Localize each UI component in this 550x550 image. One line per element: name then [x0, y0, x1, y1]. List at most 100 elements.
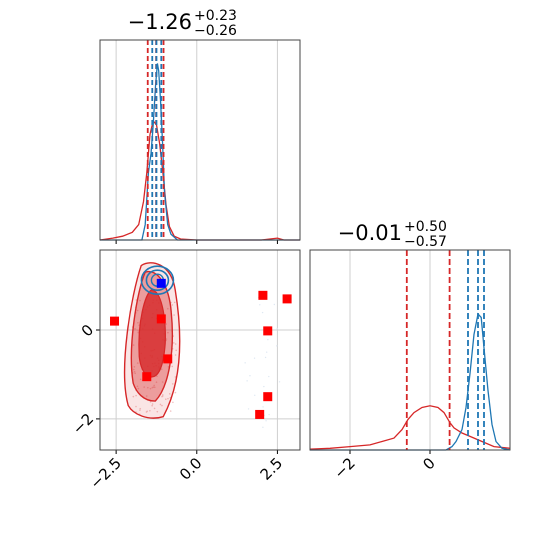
y-tick-label: −2 — [69, 410, 97, 438]
sample-point — [149, 387, 152, 390]
sample-point — [253, 357, 256, 359]
sample-point — [139, 409, 141, 411]
x-tick-label: 0.0 — [176, 454, 206, 484]
x-tick-label: 2.5 — [257, 454, 287, 484]
sample-point — [145, 395, 148, 397]
sample-point — [267, 338, 269, 341]
bottom-left-scatter-panel: −2.5 0.0 2.5 −2 0 — [69, 249, 301, 493]
sample-point — [152, 386, 155, 388]
sample-point — [133, 371, 136, 373]
sample-point — [171, 383, 174, 385]
sample-point — [149, 401, 152, 403]
sample-point — [262, 406, 264, 408]
sample-point — [167, 331, 169, 334]
histogram-blue-series — [310, 312, 511, 451]
sample-point — [172, 401, 174, 404]
sample-point — [264, 356, 267, 359]
title-lower-error: −0.57 — [404, 234, 447, 250]
title-upper-error: +0.23 — [194, 8, 237, 24]
panel-frame — [99, 249, 301, 451]
sample-point — [134, 327, 136, 330]
sample-point — [263, 385, 265, 388]
panel-frame — [309, 249, 511, 451]
bottom-right-histogram-panel: −2 0 — [309, 249, 511, 482]
sample-point — [146, 410, 148, 413]
sample-point — [153, 407, 156, 410]
sample-point — [165, 338, 168, 340]
title-value: −0.01 — [338, 221, 402, 245]
sample-point — [156, 375, 158, 378]
y-tick-label: 0 — [78, 321, 97, 340]
sample-point — [278, 381, 281, 383]
sample-point — [171, 304, 174, 306]
sample-point — [161, 395, 163, 398]
sample-point — [175, 349, 177, 352]
sample-point — [174, 354, 177, 356]
sample-point — [174, 343, 177, 345]
blue-square-marker — [156, 278, 166, 288]
bottom-right-title: −0.01 +0.50−0.57 — [338, 219, 447, 250]
histogram-red-series — [309, 405, 511, 450]
sample-point — [161, 381, 164, 383]
sample-point — [136, 362, 139, 364]
red-square-marker — [142, 372, 152, 382]
red-square-marker — [258, 290, 268, 300]
panel-frame — [99, 39, 301, 241]
sample-point — [165, 323, 167, 325]
red-square-marker — [263, 326, 273, 336]
sample-point — [254, 394, 256, 396]
sample-point — [262, 426, 264, 428]
title-upper-error: +0.50 — [404, 219, 447, 235]
sample-point — [168, 393, 171, 395]
red-square-marker — [163, 354, 173, 364]
sample-point — [266, 351, 268, 353]
sample-point — [160, 368, 163, 371]
sample-point — [136, 309, 139, 312]
sample-point — [151, 403, 154, 405]
panel-titles: −1.26 +0.23−0.26 −0.01 +0.50−0.57 — [128, 8, 447, 250]
x-tick-label: 0 — [419, 454, 438, 473]
sample-point — [167, 397, 169, 400]
sample-point — [133, 368, 135, 371]
sample-point — [139, 378, 142, 381]
blue-contour-middle — [145, 269, 170, 292]
sample-point — [137, 321, 139, 324]
sample-point — [174, 391, 177, 394]
sample-point — [135, 394, 137, 397]
title-lower-error: −0.26 — [194, 23, 237, 39]
sample-point — [169, 410, 172, 412]
sample-point — [246, 380, 248, 382]
sample-point — [167, 307, 169, 310]
sample-point — [161, 404, 163, 407]
sample-point — [149, 409, 151, 412]
sample-point — [268, 375, 270, 378]
sample-point — [139, 407, 142, 410]
sample-point — [132, 344, 135, 346]
sample-point — [156, 410, 159, 413]
red-square-marker — [255, 409, 265, 419]
sample-point — [259, 304, 261, 306]
histogram-red-series — [99, 119, 300, 241]
top-left-title: −1.26 +0.23−0.26 — [128, 8, 237, 39]
red-square-marker — [156, 314, 166, 324]
sample-point — [265, 420, 267, 422]
red-square-marker — [282, 294, 292, 304]
blue-contour-outer — [140, 265, 175, 296]
sample-point — [268, 413, 270, 416]
sample-point — [247, 408, 250, 410]
sample-point — [244, 362, 246, 364]
sample-point — [276, 327, 278, 330]
sample-point — [273, 303, 276, 306]
sample-point — [134, 372, 136, 375]
histogram-blue-series — [100, 63, 300, 241]
sample-point — [275, 345, 278, 347]
sample-point — [261, 311, 264, 314]
sample-point — [249, 375, 251, 377]
red-square-marker — [263, 392, 273, 402]
sample-point — [159, 403, 162, 406]
sample-point — [155, 381, 158, 384]
sample-point — [137, 331, 140, 334]
sample-point — [153, 386, 156, 389]
sample-point — [147, 386, 149, 389]
